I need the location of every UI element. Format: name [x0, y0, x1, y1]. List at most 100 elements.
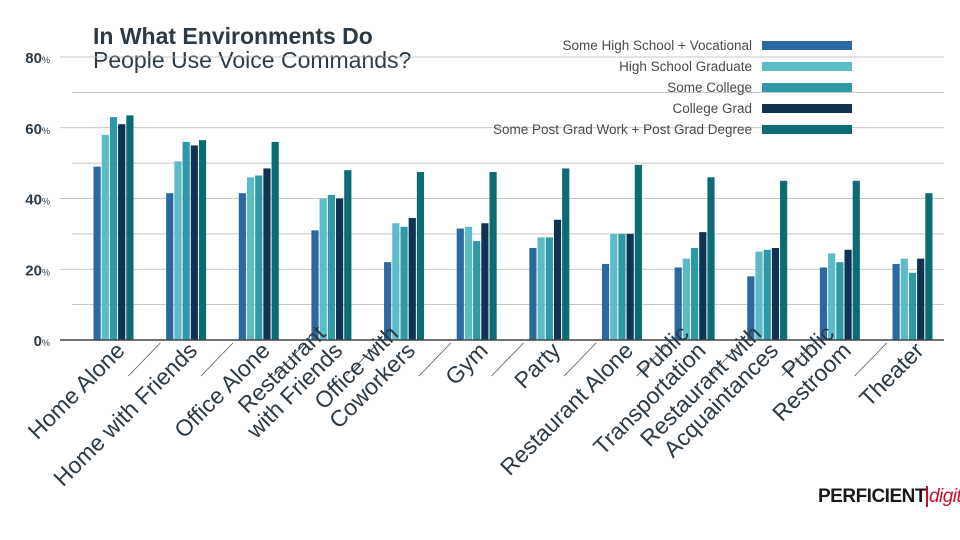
bar-8-series-4 — [626, 233, 634, 341]
bar-1-series-1 — [93, 166, 101, 340]
bar-11-series-2 — [828, 253, 836, 340]
category-divider — [200, 342, 234, 377]
y-axis-ticks: 0% 20% 40% 60% 80% — [25, 50, 50, 350]
chart-title-line-2: People Use Voice Commands? — [93, 47, 412, 73]
bar-9-series-1 — [674, 267, 682, 340]
y-tick-unit: % — [42, 55, 50, 65]
bar-9-series-2 — [682, 258, 690, 340]
bar-3-series-3 — [255, 175, 263, 340]
legend-swatch-1 — [762, 41, 852, 50]
brand-logo: PERFICIENTdigital — [818, 486, 960, 508]
x-tick-label-line: Gym — [440, 337, 493, 390]
brand-logo-part-2: digital — [925, 486, 960, 507]
bar-8-series-5 — [634, 164, 642, 340]
bar-4-series-4 — [336, 198, 344, 340]
bar-6-series-4 — [481, 223, 489, 340]
y-tick-label-40: 40% — [25, 192, 50, 209]
bar-1-series-5 — [126, 115, 134, 341]
bar-8-series-2 — [610, 233, 618, 341]
legend-label-5: Some Post Grad Work + Post Grad Degree — [493, 122, 752, 137]
bar-2-series-4 — [190, 145, 198, 340]
x-tick-label-8: Restaurant Alone — [495, 337, 638, 480]
legend-swatch-3 — [762, 83, 852, 92]
gridlines — [60, 56, 944, 306]
bars — [93, 115, 933, 341]
bar-12-series-5 — [925, 193, 933, 340]
y-tick-unit: % — [42, 126, 50, 136]
bar-10-series-4 — [771, 248, 780, 340]
bar-6-series-3 — [473, 240, 481, 340]
legend-label-2: High School Graduate — [619, 59, 752, 74]
category-divider — [781, 342, 815, 377]
x-tick-label-line: Party — [509, 337, 566, 394]
y-tick-unit: % — [42, 197, 50, 207]
y-tick-label-20: 20% — [25, 262, 50, 279]
bar-1-series-3 — [109, 117, 118, 340]
bar-9-series-3 — [690, 248, 699, 340]
y-tick-label-60: 60% — [25, 121, 50, 138]
x-tick-label-line: Restaurant Alone — [495, 337, 638, 480]
bar-6-series-2 — [464, 226, 473, 340]
bar-5-series-3 — [400, 226, 408, 340]
legend-swatch-2 — [762, 62, 852, 71]
category-divider — [273, 342, 306, 377]
category-divider — [128, 342, 161, 377]
bar-7-series-5 — [562, 168, 570, 340]
category-divider — [854, 342, 887, 377]
x-tick-label-line: Theater — [854, 337, 929, 412]
bar-4-series-5 — [344, 170, 352, 340]
bar-3-series-2 — [246, 177, 255, 340]
bar-12-series-4 — [917, 258, 925, 340]
bar-5-series-2 — [392, 223, 400, 340]
bar-2-series-1 — [166, 193, 174, 340]
category-divider — [563, 342, 597, 377]
bar-5-series-1 — [384, 262, 392, 340]
bar-5-series-4 — [408, 217, 416, 340]
legend-swatch-5 — [762, 125, 852, 134]
bar-1-series-2 — [101, 134, 109, 340]
y-tick-unit: % — [42, 267, 50, 277]
bar-12-series-3 — [908, 272, 917, 340]
category-dividers — [128, 342, 887, 377]
bar-10-series-1 — [747, 276, 755, 340]
bar-8-series-3 — [618, 233, 626, 341]
bar-6-series-5 — [489, 171, 497, 340]
chart-title-line-1: In What Environments Do — [93, 23, 373, 49]
chart-title: In What Environments Do People Use Voice… — [93, 24, 411, 72]
bar-4-series-1 — [311, 230, 319, 340]
bar-10-series-3 — [763, 249, 771, 340]
bar-4-series-3 — [327, 194, 336, 340]
category-divider — [491, 342, 524, 377]
legend-label-4: College Grad — [672, 101, 752, 116]
x-tick-label-6: Gym — [440, 337, 493, 390]
bar-10-series-2 — [755, 251, 763, 340]
category-divider — [345, 342, 379, 377]
bar-9-series-4 — [699, 232, 707, 340]
bar-10-series-5 — [780, 180, 788, 340]
bar-11-series-3 — [836, 262, 844, 340]
legend-label-3: Some College — [667, 80, 752, 95]
bar-11-series-1 — [819, 267, 828, 340]
y-tick-unit: % — [42, 338, 50, 348]
x-tick-label-12: Theater — [854, 337, 929, 412]
bar-2-series-3 — [182, 141, 190, 340]
bar-12-series-1 — [892, 263, 900, 340]
bar-4-series-2 — [319, 198, 327, 340]
x-tick-label-7: Party — [509, 337, 566, 394]
legend-swatch-4 — [762, 104, 852, 113]
bar-5-series-5 — [416, 171, 425, 340]
bar-7-series-4 — [553, 219, 562, 340]
bar-8-series-1 — [601, 263, 610, 340]
bar-7-series-3 — [545, 237, 553, 340]
bar-6-series-1 — [456, 228, 464, 340]
bar-7-series-1 — [529, 248, 537, 340]
bar-1-series-4 — [118, 124, 126, 341]
bar-3-series-5 — [271, 141, 279, 340]
bar-3-series-1 — [238, 193, 246, 340]
y-tick-label-0: 0% — [34, 333, 50, 350]
category-divider — [418, 342, 452, 377]
legend-label-1: Some High School + Vocational — [563, 38, 753, 53]
bar-11-series-4 — [844, 249, 852, 340]
bar-11-series-5 — [852, 180, 860, 340]
